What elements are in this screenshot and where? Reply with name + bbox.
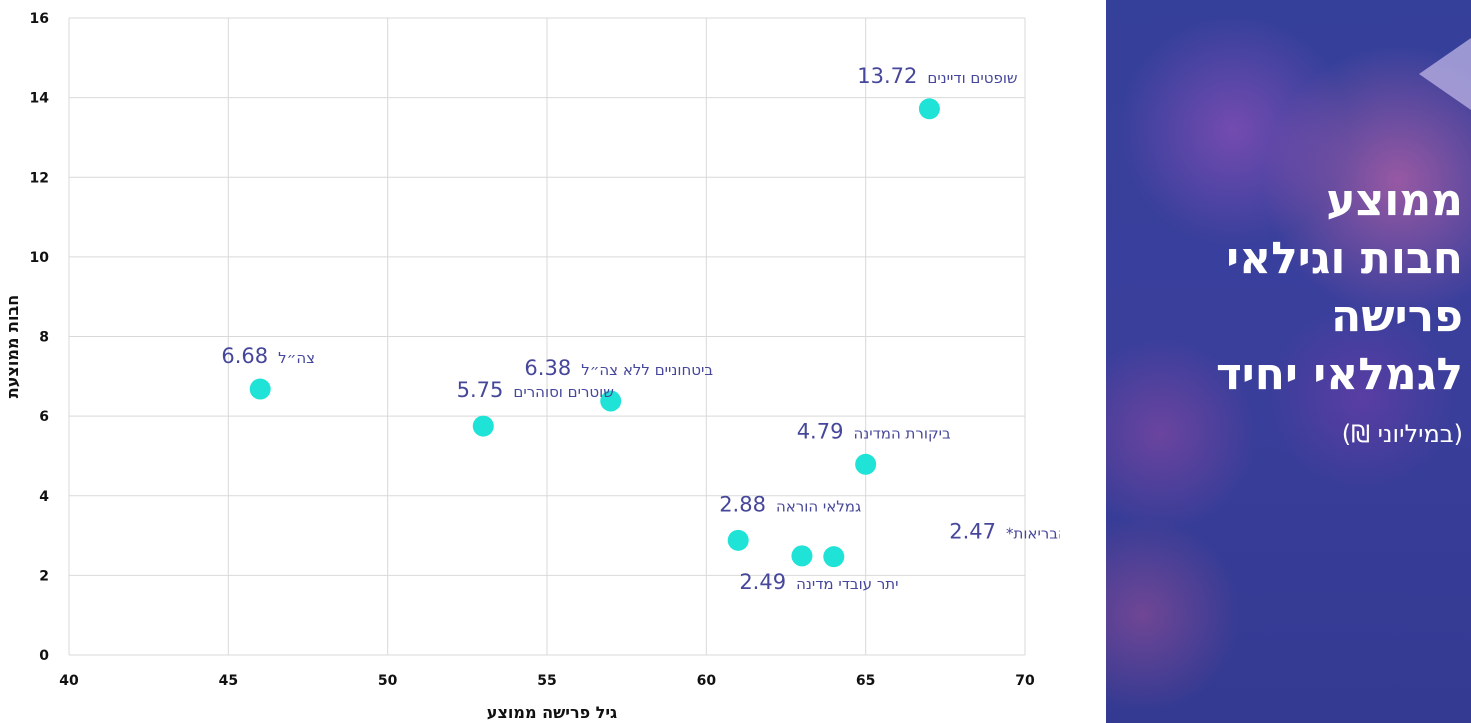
data-label: 2.47 מערכת הבריאות* [949,520,1060,544]
x-tick-label: 50 [378,673,398,689]
panel-title: ממוצע חבות וגילאי פרישה לגמלאי יחיד [1123,172,1463,404]
data-label-name: שופטים ודיינים [927,69,1017,87]
data-label-value: 6.38 [524,356,571,380]
title-panel: ממוצע חבות וגילאי פרישה לגמלאי יחיד (במי… [1106,0,1471,723]
data-label: 5.75 שוטרים וסוהרים [457,378,614,402]
y-axis-title: חבות ממוצעת [3,295,22,398]
data-label: 2.88 גמלאי הוראה [719,492,861,516]
x-tick-label: 60 [697,673,717,689]
y-tick-label: 12 [30,170,49,186]
y-tick-label: 4 [39,489,49,505]
panel-title-line-2: חבות וגילאי [1226,233,1463,284]
data-point [823,546,845,568]
y-tick-label: 2 [39,568,49,584]
data-label-value: 5.75 [457,378,504,402]
data-label-value: 4.79 [797,419,844,443]
data-point [600,390,622,412]
data-label-name: מערכת הבריאות* [1006,525,1060,543]
decorative-triangle [1419,38,1471,110]
data-labels: 13.72 שופטים ודיינים 6.68 צה״ל 6.38 ביטחוניים… [221,64,1060,594]
x-tick-label: 45 [219,673,238,689]
data-label-name: שוטרים וסוהרים [513,383,613,401]
data-label: 6.38 ביטחוניים ללא צה״ל [524,356,713,380]
data-point [472,415,494,437]
data-point [791,545,813,567]
panel-title-line-1: ממוצע [1326,175,1463,226]
x-tick-label: 70 [1015,673,1035,689]
y-tick-label: 6 [39,409,49,425]
y-tick-label: 0 [39,648,49,664]
y-tick-label: 8 [39,330,49,346]
data-label-value: 2.49 [739,570,786,594]
axis-ticks: 40 45 50 55 60 65 70 0 2 4 6 8 10 12 14 16 [30,11,1035,689]
scatter-chart: 40 45 50 55 60 65 70 0 2 4 6 8 10 12 14 16 13.72 שופטים … [3,11,1060,722]
data-point [918,98,940,120]
data-label-value: 13.72 [857,64,917,88]
panel-subtitle: (במיליוני ₪) [1341,420,1463,448]
data-label: 4.79 ביקורת המדינה [797,419,951,443]
data-label: 6.68 צה״ל [221,344,315,368]
x-tick-label: 65 [856,673,875,689]
y-tick-label: 10 [30,250,50,266]
grid-lines [68,17,1026,656]
data-point [249,378,271,400]
data-label-name: ביקורת המדינה [853,424,951,442]
data-label-name: יתר עובדי מדינה [796,575,898,593]
y-tick-label: 16 [30,11,49,27]
panel-title-line-4: לגמלאי יחיד [1215,349,1463,400]
data-points [249,98,940,568]
x-tick-label: 40 [59,673,79,689]
data-label-value: 2.47 [949,520,996,544]
data-point [727,529,749,551]
chart-svg: 40 45 50 55 60 65 70 0 2 4 6 8 10 12 14 16 13.72 שופטים … [3,11,1060,722]
x-axis-title: גיל פרישה ממוצע [487,703,617,722]
data-label-name: גמלאי הוראה [776,497,861,515]
data-label-value: 2.88 [719,492,766,516]
panel-title-line-3: פרישה [1331,291,1463,342]
data-label: 2.49 יתר עובדי מדינה [739,570,898,594]
data-label-name: צה״ל [278,349,315,367]
data-label-name: ביטחוניים ללא צה״ל [581,361,713,379]
x-tick-label: 55 [537,673,556,689]
data-label-value: 6.68 [221,344,268,368]
data-label: 13.72 שופטים ודיינים [857,64,1017,88]
data-point [855,453,877,475]
y-tick-label: 14 [30,91,50,107]
